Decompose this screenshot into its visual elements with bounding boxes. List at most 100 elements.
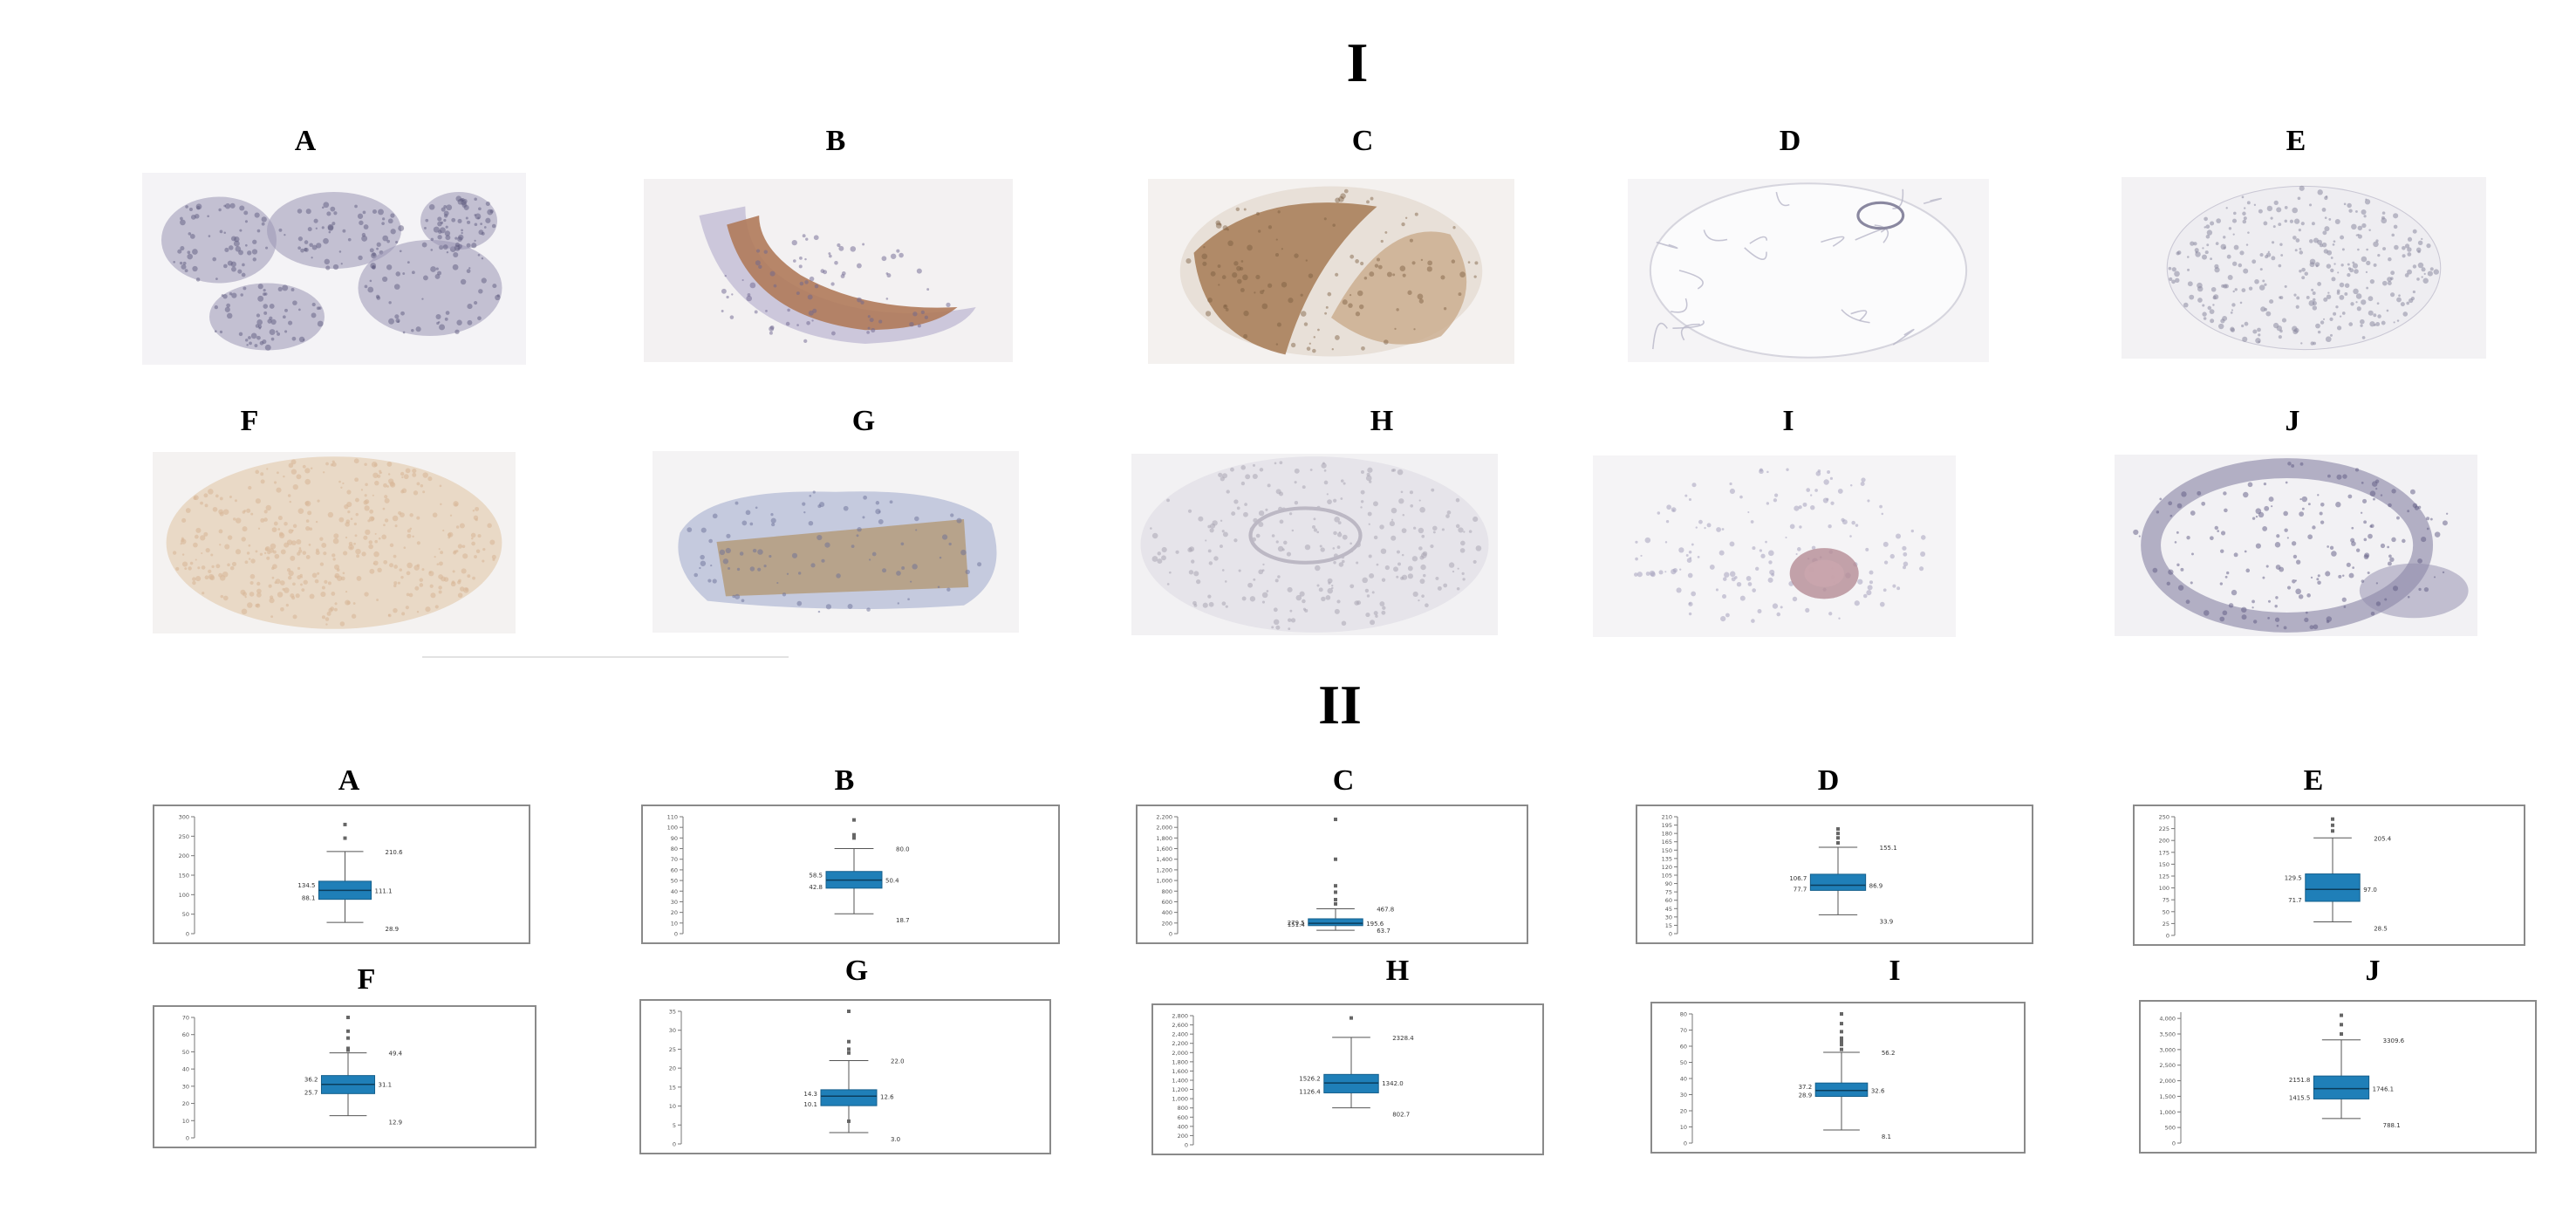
y-tick-label: 70 — [671, 856, 678, 863]
outlier-point — [346, 1029, 350, 1033]
y-tick-label: 1,600 — [1172, 1068, 1188, 1075]
boxplot-chart: 0 10 20 30 40 50 60 70 80 37.2 28.9 56.2 32.6 8.1 — [1650, 1002, 2026, 1154]
boxplot-panel-label: F — [357, 963, 376, 996]
outlier-point — [1334, 898, 1337, 902]
y-tick-label: 75 — [1665, 889, 1672, 896]
max-label: 205.4 — [2374, 835, 2392, 842]
outlier-point — [1836, 840, 1840, 845]
q1-label: 151.4 — [1288, 921, 1306, 928]
y-tick-label: 135 — [1662, 855, 1672, 862]
y-tick-label: 2,400 — [1172, 1031, 1188, 1038]
y-tick-label: 25 — [669, 1046, 676, 1053]
y-tick-label: 120 — [1662, 864, 1672, 871]
iqr-box — [1814, 1082, 1869, 1098]
y-tick-label: 10 — [671, 920, 678, 927]
y-tick-label: 0 — [2172, 1140, 2176, 1147]
min-label: 788.1 — [2383, 1122, 2401, 1129]
y-tick-label: 165 — [1662, 839, 1672, 846]
boxplot-svg: 0 5 10 15 20 25 30 35 14.3 10.1 22.0 12.6 3.0 — [669, 1009, 905, 1148]
tissue-image — [1593, 455, 1956, 637]
outlier-point — [2331, 823, 2334, 827]
tissue-micrograph — [161, 192, 502, 351]
tissue-micrograph — [166, 456, 502, 629]
min-label: 33.9 — [1880, 918, 1894, 925]
median-label: 195.6 — [1366, 921, 1384, 928]
y-tick-label: 30 — [669, 1027, 676, 1034]
y-tick-label: 150 — [179, 873, 189, 880]
y-tick-label: 210 — [1662, 814, 1672, 821]
y-tick-label: 2,000 — [2159, 1078, 2176, 1085]
q3-label: 106.7 — [1789, 875, 1807, 882]
y-tick-label: 1,200 — [1172, 1086, 1188, 1093]
y-tick-label: 1,800 — [1156, 835, 1172, 842]
y-tick-label: 1,200 — [1156, 866, 1172, 873]
y-tick-label: 2,000 — [1172, 1050, 1188, 1057]
y-tick-label: 20 — [671, 909, 678, 916]
outlier-point — [343, 822, 347, 826]
y-tick-label: 50 — [671, 878, 678, 885]
boxplot-chart: 0 5 10 15 20 25 30 35 14.3 10.1 22.0 12.6 3.0 — [639, 999, 1051, 1154]
min-label: 12.9 — [389, 1120, 403, 1126]
y-tick-label: 15 — [669, 1084, 676, 1091]
tissue-panel-label: H — [1370, 405, 1394, 437]
boxplot-panel-label: H — [1385, 955, 1410, 987]
tissue-panel-label: F — [240, 405, 259, 437]
y-tick-label: 1,400 — [1172, 1078, 1188, 1085]
iqr-box — [820, 1089, 878, 1106]
y-tick-label: 40 — [1680, 1076, 1687, 1083]
tissue-micrograph — [678, 490, 997, 613]
boxplot-panel-label: C — [1332, 764, 1355, 797]
outlier-point — [1334, 884, 1337, 888]
max-label: 210.6 — [386, 849, 404, 856]
q3-label: 36.2 — [304, 1077, 318, 1084]
y-tick-label: 90 — [671, 835, 678, 842]
max-label: 49.4 — [389, 1051, 403, 1058]
boxplot-chart: 0 200 400 600 800 1,000 1,200 1,400 1,600 1,800 2,… — [1136, 805, 1528, 944]
q3-label: 14.3 — [803, 1091, 817, 1098]
outlier-point — [346, 1036, 350, 1040]
tissue-image — [653, 451, 1019, 633]
y-tick-label: 50 — [2163, 908, 2169, 915]
outlier-point — [346, 1046, 350, 1051]
tissue-micrograph — [1179, 186, 1483, 357]
y-tick-label: 250 — [179, 833, 189, 840]
tissue-image — [2122, 177, 2486, 359]
section-title-II: II — [1318, 674, 1362, 736]
y-tick-label: 40 — [182, 1066, 189, 1073]
y-tick-label: 250 — [2159, 814, 2169, 821]
q3-label: 134.5 — [297, 882, 315, 889]
iqr-box — [2313, 1075, 2370, 1099]
y-tick-label: 200 — [2159, 838, 2169, 845]
outlier-point — [1836, 827, 1840, 832]
min-label: 802.7 — [1392, 1112, 1410, 1119]
min-label: 8.1 — [1882, 1133, 1891, 1140]
tissue-micrograph — [1140, 456, 1489, 633]
tissue-panel-label: E — [2286, 125, 2306, 157]
outlier-point — [1334, 901, 1337, 906]
tissue-image — [1628, 179, 1989, 362]
min-label: 28.9 — [386, 926, 400, 933]
y-tick-label: 15 — [1665, 922, 1672, 929]
divider-line — [422, 656, 789, 658]
outlier-point — [1840, 1030, 1843, 1034]
y-tick-label: 100 — [2159, 885, 2169, 892]
q3-label: 37.2 — [1799, 1084, 1813, 1091]
tissue-micrograph — [2166, 185, 2442, 351]
y-tick-label: 100 — [667, 825, 678, 832]
y-tick-label: 4,000 — [2159, 1016, 2176, 1023]
boxplot-panel-label: A — [338, 764, 360, 797]
tissue-panel-label: B — [825, 125, 846, 157]
median-label: 32.6 — [1871, 1088, 1885, 1095]
boxplot-chart: 0 50 100 150 200 250 300 134.5 88.1 210.6 111.1 28.… — [153, 805, 530, 944]
y-tick-label: 50 — [1680, 1059, 1687, 1066]
max-label: 2328.4 — [1392, 1035, 1414, 1042]
y-tick-label: 40 — [671, 888, 678, 895]
boxplot-svg: 0 10 20 30 40 50 60 70 80 37.228.9 56.2 32.6 8.1 — [1680, 1011, 1896, 1147]
y-tick-label: 2,200 — [1156, 814, 1172, 821]
iqr-box — [1308, 918, 1363, 927]
iqr-box — [1323, 1073, 1379, 1093]
y-tick-label: 500 — [2165, 1125, 2176, 1132]
median-label: 1746.1 — [2373, 1086, 2395, 1093]
tissue-image — [1131, 454, 1498, 635]
